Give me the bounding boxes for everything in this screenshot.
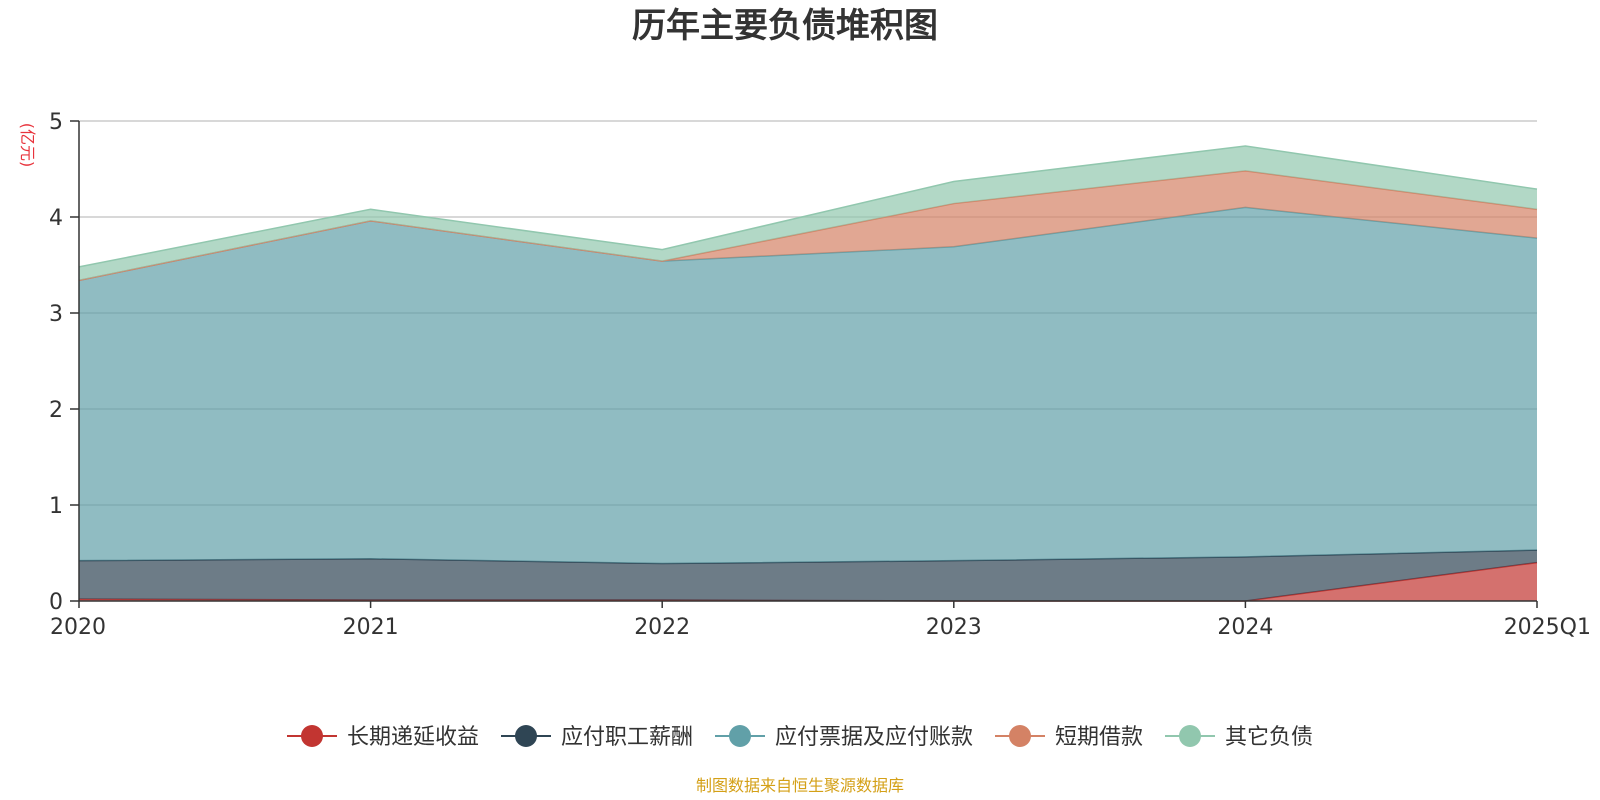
legend-circle-icon: [301, 725, 323, 747]
legend-label: 短期借款: [1055, 725, 1143, 750]
axes: 0 1 2 3 4 5 2020 2021 2022 2023 2024 2025Q1: [49, 110, 1591, 640]
y-tick-label: 5: [49, 110, 63, 135]
legend-item-3[interactable]: 短期借款: [995, 725, 1143, 750]
legend-label: 长期递延收益: [347, 725, 479, 750]
y-tick-label: 1: [49, 494, 63, 519]
stacked-areas: [78, 145, 1538, 602]
legend-circle-icon: [729, 725, 751, 747]
legend-circle-icon: [515, 725, 537, 747]
area-series-2: [79, 207, 1537, 564]
y-axis-unit: (亿元): [18, 123, 37, 168]
x-tick-label: 2025Q1: [1504, 615, 1591, 640]
x-tick-label: 2023: [926, 615, 982, 640]
x-tick-label: 2022: [634, 615, 690, 640]
legend-label: 应付票据及应付账款: [775, 725, 973, 750]
area-line-4: [78, 145, 1538, 268]
legend-item-1[interactable]: 应付职工薪酬: [501, 725, 693, 750]
legend-label: 应付职工薪酬: [561, 725, 693, 750]
y-tick-label: 0: [49, 590, 63, 615]
legend: 长期递延收益 应付职工薪酬 应付票据及应付账款 短期借款 其它负债: [287, 725, 1313, 750]
x-tick-label: 2024: [1217, 615, 1273, 640]
area-series-3: [79, 170, 1537, 281]
y-tick-label: 4: [49, 206, 63, 231]
legend-item-4[interactable]: 其它负债: [1165, 725, 1313, 750]
area-series-0: [79, 562, 1537, 601]
source-note: 制图数据来自恒生聚源数据库: [696, 776, 904, 795]
y-tick-label: 2: [49, 398, 63, 423]
legend-label: 其它负债: [1225, 725, 1313, 750]
x-tick-label: 2020: [50, 615, 106, 640]
x-tick-label: 2021: [343, 615, 399, 640]
y-tick-label: 3: [49, 302, 63, 327]
legend-item-0[interactable]: 长期递延收益: [287, 725, 479, 750]
chart-title: 历年主要负债堆积图: [632, 6, 938, 46]
legend-item-2[interactable]: 应付票据及应付账款: [715, 725, 973, 750]
legend-circle-icon: [1009, 725, 1031, 747]
area-series-4: [79, 145, 1537, 281]
legend-circle-icon: [1179, 725, 1201, 747]
area-series-1: [79, 550, 1537, 601]
